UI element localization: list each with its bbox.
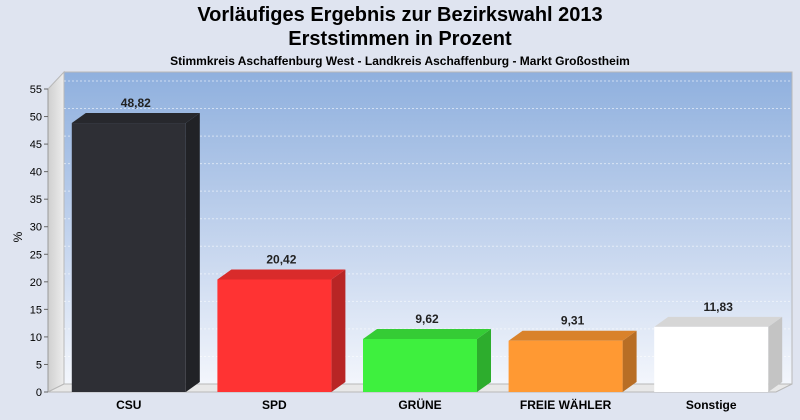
plot-side-wall (47, 70, 65, 393)
data-label-spd: 20,42 (266, 253, 296, 267)
data-labels: 48,82 20,42 9,62 9,31 11,83 (121, 96, 733, 328)
y-tick-label: 15 (30, 304, 42, 316)
y-tick-label: 50 (30, 112, 42, 124)
bar-front (71, 123, 186, 393)
bar-front (508, 340, 623, 392)
bar-top (71, 113, 200, 124)
bar-side (768, 316, 783, 392)
y-tick-label: 40 (30, 167, 42, 179)
y-axis: 0 5 10 15 20 25 30 35 40 45 50 55 (30, 84, 49, 399)
y-tick-label: 45 (30, 139, 42, 151)
bar-front (217, 279, 332, 392)
y-tick-label: 55 (30, 84, 42, 96)
bar-spd (217, 269, 346, 392)
bar-top (508, 330, 637, 341)
x-tick-label-sonstige: Sonstige (686, 398, 737, 412)
chart-region-subtitle: Stimmkreis Aschaffenburg West - Landkrei… (170, 54, 630, 68)
bar-side (331, 269, 346, 392)
chart-title: Vorläufiges Ergebnis zur Bezirkswahl 201… (197, 4, 603, 26)
bar-top (363, 329, 491, 340)
bar-side (185, 113, 200, 393)
y-tick-label: 20 (30, 277, 42, 289)
bars (71, 113, 783, 393)
bar-top (654, 316, 783, 327)
x-tick-label-freie-w-hler: FREIE WÄHLER (520, 397, 612, 412)
data-label-gr-ne: 9,62 (415, 312, 439, 326)
bar-side (477, 329, 491, 392)
data-label-sonstige: 11,83 (704, 300, 734, 314)
bar-front (654, 326, 769, 392)
x-tick-label-gr-ne: GRÜNE (398, 397, 441, 412)
data-label-csu: 48,82 (121, 96, 151, 110)
bar-side (622, 330, 637, 392)
bar-front (363, 339, 477, 392)
y-tick-label: 5 (36, 359, 42, 371)
x-tick-label-spd: SPD (262, 398, 287, 412)
chart-subtitle: Erststimmen in Prozent (288, 28, 512, 50)
bar-csu (71, 113, 200, 393)
bar-freie-w-hler (508, 330, 637, 392)
y-tick-label: 25 (30, 249, 42, 261)
x-axis: CSU SPD GRÜNE FREIE WÄHLER Sonstige (116, 397, 737, 412)
y-tick-label: 35 (30, 194, 42, 206)
bar-top (217, 269, 346, 280)
x-tick-label-csu: CSU (116, 398, 141, 412)
y-tick-label: 10 (30, 332, 42, 344)
bar-gr-ne (363, 329, 491, 392)
data-label-freie-w-hler: 9,31 (561, 314, 585, 328)
bar-sonstige (654, 316, 783, 392)
y-tick-label: 0 (36, 387, 42, 399)
y-tick-label: 30 (30, 222, 42, 234)
y-axis-label: % (11, 231, 25, 242)
